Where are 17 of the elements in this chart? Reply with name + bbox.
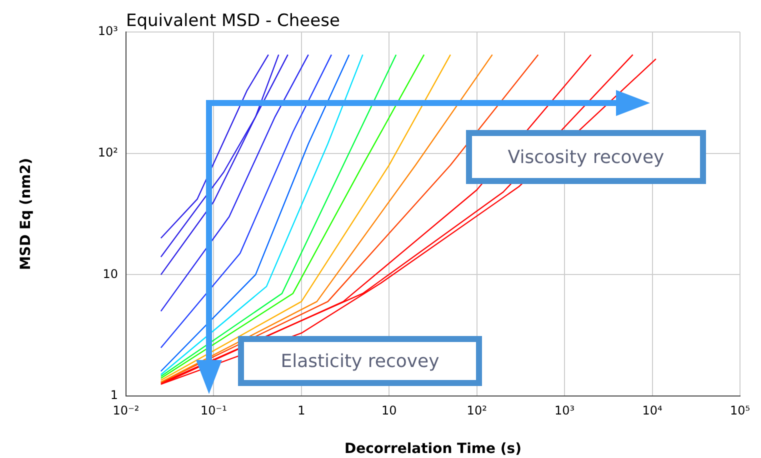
chart-title: Equivalent MSD - Cheese xyxy=(126,10,340,31)
y-axis-title: MSD Eq (nm2) xyxy=(18,158,34,270)
y-tick-label: 10³ xyxy=(98,24,118,38)
y-tick-label: 10 xyxy=(102,266,118,281)
x-tick-label: 10⁴ xyxy=(642,403,663,418)
x-tick-label: 10⁻¹ xyxy=(200,403,228,418)
y-tick-label: 1 xyxy=(110,388,118,402)
x-tick-label: 10² xyxy=(466,403,488,418)
x-tick-label: 10⁵ xyxy=(730,403,750,418)
text-box: Elasticity recovey xyxy=(238,336,482,386)
text-box: Viscosity recovey xyxy=(466,130,706,184)
x-axis-title: Decorrelation Time (s) xyxy=(344,441,522,458)
x-tick-label: 10⁻² xyxy=(112,403,140,418)
x-tick-label: 10 xyxy=(382,403,397,418)
x-tick-label: 10³ xyxy=(554,403,575,418)
x-tick-label: 1 xyxy=(298,403,306,418)
y-tick-label: 10² xyxy=(98,145,118,160)
